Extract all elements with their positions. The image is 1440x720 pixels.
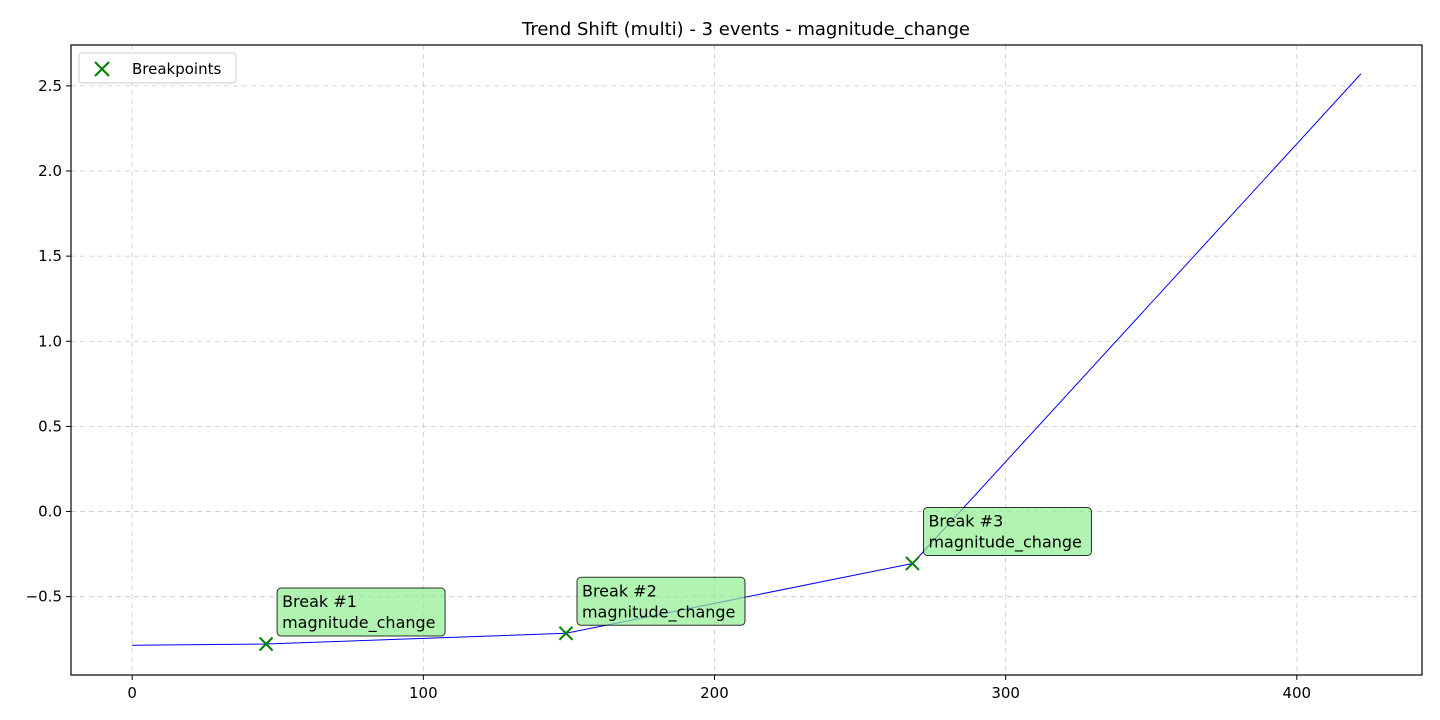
breakpoint-marker	[558, 626, 574, 641]
x-tick-label: 100	[409, 684, 438, 702]
legend: Breakpoints	[78, 52, 237, 84]
annotations: Break #1 magnitude_change Break #2 magnitud…	[276, 506, 1092, 637]
legend-box	[78, 52, 237, 84]
marker-stroke	[94, 61, 110, 77]
annotation-label: magnitude_change	[928, 532, 1081, 552]
y-tick-label: 0.5	[38, 417, 62, 435]
annotation-3: Break #3 magnitude_change	[922, 506, 1092, 556]
marker-stroke	[905, 556, 920, 571]
legend-x-icon	[94, 61, 110, 77]
series-line	[132, 73, 1362, 646]
marker-stroke	[558, 626, 574, 641]
series-layer	[132, 73, 1362, 646]
annotation-1: Break #1 magnitude_change	[276, 587, 446, 637]
annotation-title: Break #3	[928, 511, 1003, 530]
x-tick-label: 0	[127, 684, 137, 702]
x-tick-label: 200	[700, 684, 729, 702]
x-tick-label: 300	[991, 684, 1020, 702]
chart-title: Trend Shift (multi) - 3 events - magnitu…	[521, 19, 970, 40]
grid	[71, 45, 1422, 675]
annotation-box	[922, 506, 1092, 556]
annotation-box	[276, 587, 446, 637]
legend-label: Breakpoints	[132, 60, 221, 78]
y-tick-label: 0.0	[38, 503, 62, 521]
breakpoint-marker	[258, 636, 274, 652]
legend-marker	[94, 61, 110, 77]
annotation-label: magnitude_change	[582, 602, 735, 622]
annotation-title: Break #2	[582, 581, 657, 600]
y-tick-label: 2.0	[38, 162, 62, 180]
y-tick-label: 1.5	[38, 247, 62, 265]
annotation-label: magnitude_change	[282, 613, 435, 633]
annotation-2: Break #2 magnitude_change	[576, 576, 746, 626]
y-tick-label: 2.5	[38, 77, 62, 95]
x-tick-label: 400	[1282, 684, 1311, 702]
breakpoint-markers	[258, 556, 920, 652]
y-tick-label: 1.0	[38, 332, 62, 350]
y-axis: −0.5 0.0 0.5 1.0 1.5 2.0 2.5	[26, 77, 71, 606]
annotation-title: Break #1	[282, 592, 357, 611]
y-tick-label: −0.5	[26, 588, 62, 606]
annotation-box	[576, 576, 746, 626]
breakpoint-marker	[905, 556, 920, 571]
x-axis: 0 100 200 300 400	[127, 675, 1311, 702]
plot-frame	[70, 44, 1423, 676]
marker-stroke	[258, 636, 274, 652]
